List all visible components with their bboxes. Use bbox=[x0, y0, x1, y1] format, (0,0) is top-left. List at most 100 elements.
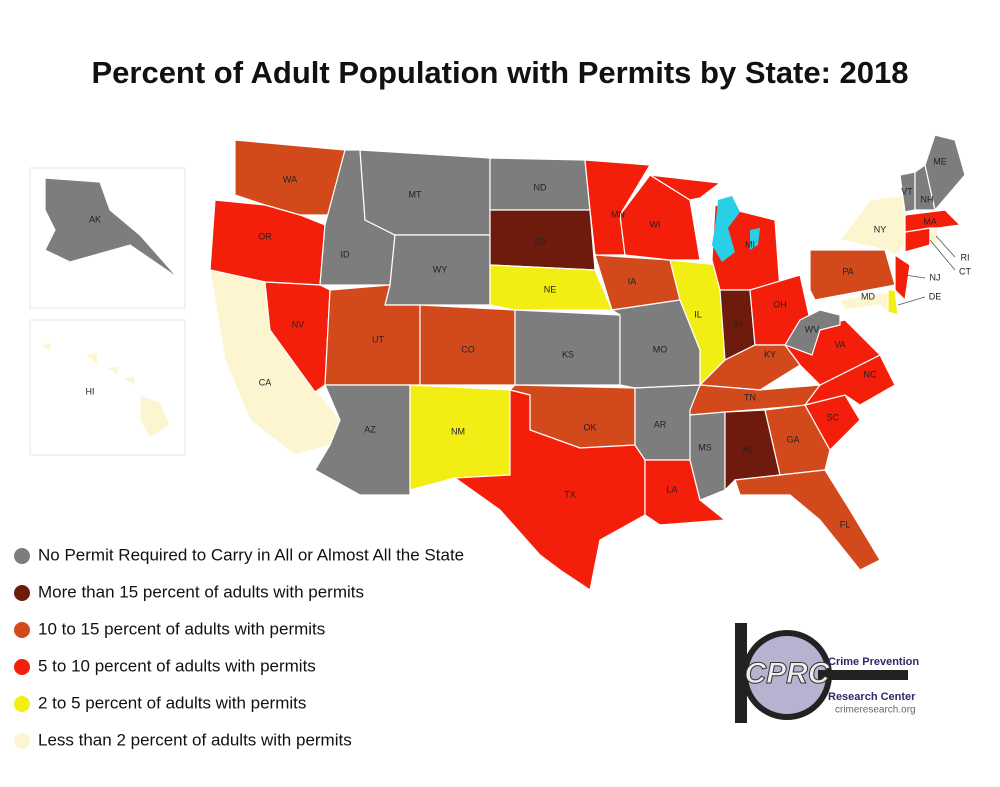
legend: No Permit Required to Carry in All or Al… bbox=[14, 545, 464, 749]
logo-mark: CPRC bbox=[744, 657, 830, 690]
state-label: CO bbox=[461, 344, 475, 354]
state bbox=[894, 253, 911, 302]
state-label: NV bbox=[292, 319, 305, 329]
state bbox=[689, 411, 726, 501]
state bbox=[384, 234, 491, 306]
lake bbox=[750, 228, 760, 250]
state-label: PA bbox=[842, 266, 853, 276]
alaska-inset bbox=[29, 167, 186, 309]
state-label: NJ bbox=[930, 272, 941, 282]
state-label: WI bbox=[650, 219, 661, 229]
legend-label: 5 to 10 percent of adults with permits bbox=[38, 656, 316, 675]
states bbox=[38, 134, 966, 591]
state-label: IL bbox=[694, 309, 702, 319]
state-label: AL bbox=[742, 444, 753, 454]
state bbox=[649, 174, 722, 201]
legend-swatch bbox=[14, 548, 30, 564]
legend-swatch bbox=[14, 659, 30, 675]
state bbox=[924, 134, 966, 212]
state-label: MI bbox=[745, 239, 755, 249]
state bbox=[514, 309, 621, 386]
state-label: GA bbox=[786, 434, 799, 444]
leader-line bbox=[897, 296, 926, 306]
logo-url: crimeresearch.org bbox=[835, 705, 916, 716]
legend-label: 10 to 15 percent of adults with permits bbox=[38, 619, 325, 638]
state bbox=[904, 209, 962, 233]
state bbox=[120, 375, 136, 388]
state bbox=[103, 365, 119, 377]
state bbox=[489, 264, 613, 311]
leader-line bbox=[904, 274, 926, 279]
legend-label: More than 15 percent of adults with perm… bbox=[38, 582, 364, 601]
logo-handle bbox=[818, 670, 908, 680]
state bbox=[359, 149, 491, 236]
state-label: WY bbox=[433, 264, 448, 274]
state-label: IN bbox=[734, 319, 743, 329]
state-label: DE bbox=[929, 291, 942, 301]
state bbox=[83, 351, 99, 367]
leader-line bbox=[935, 235, 956, 258]
state-label: RI bbox=[961, 252, 970, 262]
state-label: SD bbox=[534, 236, 547, 246]
state-label: OH bbox=[773, 299, 787, 309]
state-label: MO bbox=[653, 344, 668, 354]
state-label: MT bbox=[409, 189, 422, 199]
state bbox=[139, 394, 171, 439]
state bbox=[44, 177, 179, 279]
state-label: MS bbox=[698, 442, 712, 452]
state-label: ND bbox=[534, 182, 547, 192]
legend-swatch bbox=[14, 696, 30, 712]
hawaii-inset bbox=[29, 319, 186, 456]
state bbox=[784, 309, 841, 356]
state-label: FL bbox=[840, 519, 851, 529]
title: Percent of Adult Population with Permits… bbox=[91, 55, 908, 90]
state-label: NY bbox=[874, 224, 887, 234]
state bbox=[839, 291, 889, 314]
state-label: WV bbox=[805, 324, 820, 334]
legend-label: 2 to 5 percent of adults with permits bbox=[38, 693, 306, 712]
state-label: TN bbox=[744, 392, 756, 402]
logo-line2: Research Center bbox=[828, 691, 916, 703]
legend-swatch bbox=[14, 585, 30, 601]
state-label: TX bbox=[564, 489, 576, 499]
logo-bar bbox=[735, 623, 747, 723]
legend-swatch bbox=[14, 622, 30, 638]
state-label: AZ bbox=[364, 424, 376, 434]
legend-label: No Permit Required to Carry in All or Al… bbox=[38, 545, 464, 564]
state bbox=[38, 341, 53, 354]
logo-line1: Crime Prevention bbox=[828, 656, 919, 668]
state-label: KS bbox=[562, 349, 574, 359]
lake bbox=[712, 196, 740, 262]
state-label: KY bbox=[764, 349, 776, 359]
state-labels: WA OR CA NV ID MT WY UT CO AZ NM ND SD NE KS OK TX MN IA MO… bbox=[86, 156, 972, 529]
state-label: MN bbox=[611, 209, 625, 219]
state-label: HI bbox=[86, 386, 95, 396]
state-label: UT bbox=[372, 334, 384, 344]
state-label: ID bbox=[341, 249, 351, 259]
state-label: MA bbox=[923, 216, 937, 226]
state-label: MD bbox=[861, 291, 875, 301]
state bbox=[887, 289, 899, 316]
state-label: NM bbox=[451, 426, 465, 436]
state-label: OK bbox=[583, 422, 596, 432]
state-label: IA bbox=[628, 276, 637, 286]
state bbox=[764, 404, 831, 476]
state-label: AK bbox=[89, 214, 101, 224]
state-label: AR bbox=[654, 419, 667, 429]
state-label: NH bbox=[921, 194, 934, 204]
leader-line bbox=[929, 239, 956, 271]
state-label: ME bbox=[933, 156, 947, 166]
state-label: VA bbox=[834, 339, 845, 349]
state bbox=[734, 469, 881, 571]
state-label: CT bbox=[959, 266, 971, 276]
state-label: NC bbox=[864, 369, 877, 379]
state-label: NE bbox=[544, 284, 557, 294]
state bbox=[453, 389, 646, 591]
state-label: LA bbox=[666, 484, 677, 494]
legend-label: Less than 2 percent of adults with permi… bbox=[38, 730, 352, 749]
state bbox=[409, 384, 511, 491]
state-label: WA bbox=[283, 174, 297, 184]
state-label: SC bbox=[827, 412, 840, 422]
logo: CPRC Crime Prevention Research Center cr… bbox=[735, 623, 919, 723]
